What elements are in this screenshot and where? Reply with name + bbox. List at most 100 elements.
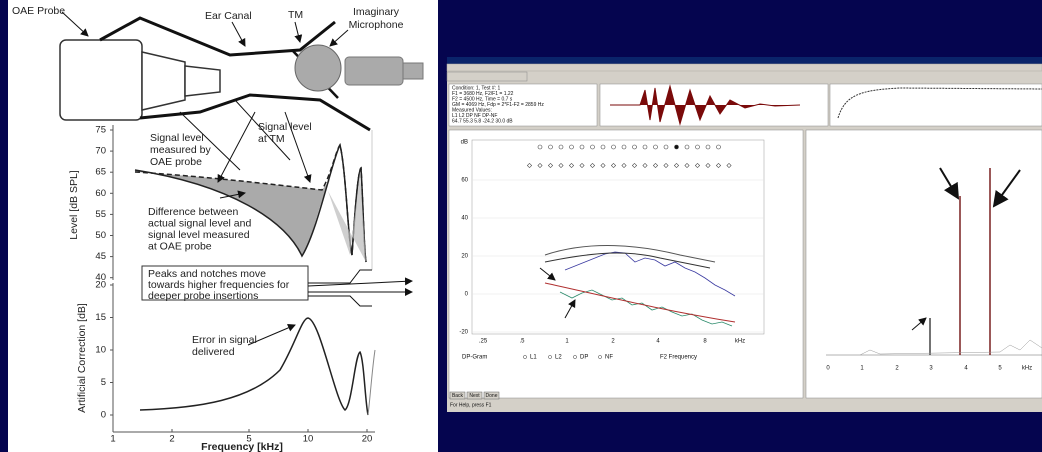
x-tick-label: 2 <box>895 366 899 372</box>
x-tick-label: 5 <box>246 434 251 445</box>
probe-neck <box>141 51 186 111</box>
marker <box>726 162 732 169</box>
arrow <box>284 111 312 183</box>
microphone-body <box>344 56 404 86</box>
arrow <box>61 11 89 37</box>
marker <box>600 162 606 169</box>
canal-wall-bottom <box>139 93 371 132</box>
dpgram-title: DP-Gram <box>462 355 487 361</box>
error-curve-tail <box>367 349 376 416</box>
connector <box>308 295 372 307</box>
annotation-box <box>141 265 309 301</box>
y-tick-label: 65 <box>95 167 106 178</box>
y-tick-label: 50 <box>95 230 106 241</box>
arrow <box>294 21 303 43</box>
marker <box>621 144 627 150</box>
x-tick-label: 0 <box>826 366 830 372</box>
spectrum-panel <box>829 83 1042 127</box>
difference-label: signal level measured <box>148 229 250 241</box>
arrow <box>247 324 296 346</box>
marker <box>548 144 553 150</box>
y-tick-label: 60 <box>95 188 106 199</box>
nf-trace <box>559 289 733 327</box>
button-label[interactable]: Next <box>469 393 480 399</box>
button[interactable] <box>483 391 500 400</box>
button[interactable] <box>466 391 483 400</box>
connector <box>308 269 372 284</box>
difference-label: Difference between <box>148 206 238 218</box>
marker <box>537 162 543 169</box>
marker <box>673 162 680 169</box>
marker <box>674 144 679 150</box>
info-line: Condition: 1, Test #: 1 <box>452 85 500 91</box>
marker <box>663 144 669 150</box>
peaks-label: deeper probe insertions <box>148 290 258 302</box>
difference-area <box>328 172 366 262</box>
difference-area <box>135 170 330 256</box>
button-label[interactable]: Done <box>486 393 498 399</box>
trace <box>544 252 711 269</box>
dpgram-plot <box>471 139 765 335</box>
ear-canal-figure: OAE Probe Ear Canal TM Imaginary Microph… <box>8 0 438 452</box>
marker <box>621 162 627 169</box>
probe-level-label: measured by <box>150 144 211 156</box>
peaks-label: towards higher frequencies for <box>148 279 290 291</box>
marker <box>610 162 617 169</box>
title-bar <box>447 57 1042 64</box>
response-curve <box>837 87 1042 119</box>
marker <box>716 144 721 150</box>
canal-wall-top <box>99 16 336 57</box>
legend-marker <box>548 355 552 359</box>
button-label[interactable]: Back <box>452 393 464 399</box>
info-line: L1 L2 DP NF DP-NF <box>452 113 497 119</box>
difference-label: actual signal level and <box>148 217 251 229</box>
arrow <box>911 317 927 331</box>
info-line: F2 = 4500 Hz, Time = 0.7 s <box>452 96 513 102</box>
arrow <box>939 167 960 200</box>
y-tick-label: -20 <box>459 330 468 336</box>
error-label: Error in signal <box>192 334 257 346</box>
error-curve <box>139 317 369 416</box>
marker <box>642 144 648 150</box>
noise <box>859 339 1042 356</box>
dp-trace <box>564 251 736 297</box>
probe-body <box>59 39 143 121</box>
tm-level-label: at TM <box>258 133 285 145</box>
marker <box>558 162 564 169</box>
legend-marker <box>598 355 602 359</box>
y-tick-label: 5 <box>101 377 106 388</box>
pointer <box>234 99 291 161</box>
marker <box>600 144 606 150</box>
marker <box>695 144 700 150</box>
y-tick-label: 15 <box>95 312 106 323</box>
x-tick-label: 1 <box>110 434 115 445</box>
y-tick-label: 10 <box>95 345 106 356</box>
trace <box>544 245 716 263</box>
marker <box>569 144 574 150</box>
info-line: GM = 4069 Hz, Fdp = 2*F1-F2 = 2859 Hz <box>452 102 544 108</box>
probe-level-label: OAE probe <box>150 156 202 168</box>
marker <box>705 162 711 169</box>
waveform <box>610 84 801 126</box>
x-tick-label: 5 <box>998 366 1002 372</box>
marker <box>526 162 533 169</box>
x-tick-label: kHz <box>735 339 745 345</box>
arrow <box>231 21 246 47</box>
marker <box>652 162 659 169</box>
x-tick-label: .5 <box>519 339 525 345</box>
button[interactable] <box>449 391 466 400</box>
y-tick-label: 20 <box>461 254 468 260</box>
marker <box>694 162 701 169</box>
info-panel <box>448 83 598 127</box>
legend-label: DP <box>580 355 588 361</box>
x-tick-label: 4 <box>964 366 968 372</box>
legend-label: NF <box>605 355 613 361</box>
status-text: For Help, press F1 <box>450 402 492 408</box>
x-tick-label: kHz <box>1022 366 1032 372</box>
marker <box>684 144 690 150</box>
microphone-head <box>294 44 342 92</box>
marker <box>568 162 575 169</box>
software-screenshot: Condition: 1, Test #: 1F1 = 3680 Hz, F2/… <box>446 57 1042 412</box>
tm-curve <box>134 142 367 263</box>
